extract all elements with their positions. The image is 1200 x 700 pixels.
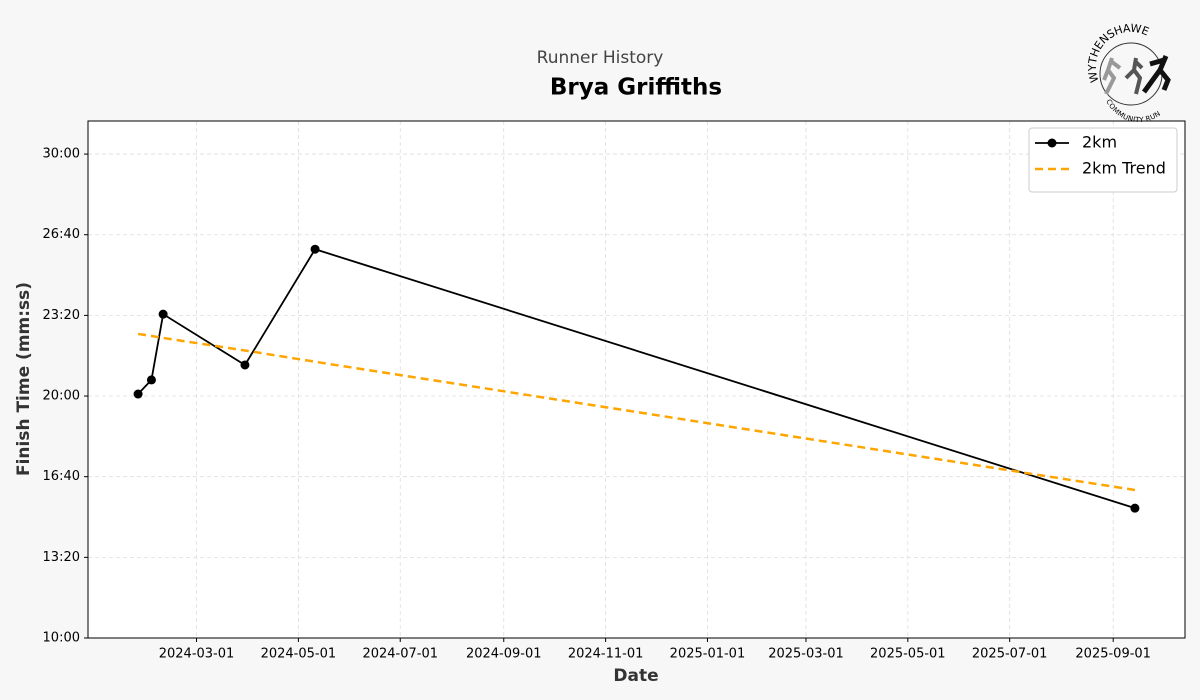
x-tick-label: 2025-07-01	[972, 647, 1048, 662]
data-point	[146, 375, 156, 385]
x-tick-label: 2024-03-01	[159, 647, 235, 662]
legend: 2km 2km Trend	[1028, 127, 1178, 193]
logo-top-text: WYTHENSHAWE	[1086, 22, 1151, 84]
y-tick-label: 13:20	[43, 550, 80, 565]
legend-box	[1028, 127, 1178, 193]
x-tick-label: 2025-03-01	[768, 647, 844, 662]
plot	[133, 244, 1140, 513]
y-tick-label: 20:00	[43, 389, 80, 404]
subtitle: Runner History	[537, 48, 664, 68]
logo: WYTHENSHAWE COMMUNITY RUN	[1086, 22, 1171, 124]
logo-top-text-path: WYTHENSHAWE	[1086, 22, 1151, 84]
x-tick-label: 2024-05-01	[261, 647, 337, 662]
x-tick-label: 2025-01-01	[670, 647, 746, 662]
y-tick-label: 23:20	[43, 308, 80, 323]
data-point	[240, 360, 250, 370]
logo-runner	[1124, 57, 1144, 95]
x-tick-label: 2024-09-01	[466, 647, 542, 662]
plot-border	[87, 120, 1186, 639]
y-tick-label: 26:40	[43, 227, 80, 242]
logo-runner	[1141, 55, 1171, 94]
logo-runner	[1102, 57, 1122, 95]
x-axis-label: Date	[613, 666, 658, 686]
plot-area	[88, 121, 1185, 638]
data-point	[1130, 503, 1140, 513]
chart-title: Brya Griffiths	[550, 75, 722, 101]
x-tick-label: 2025-09-01	[1075, 647, 1151, 662]
y-tick-label: 10:00	[43, 631, 80, 646]
x-tick-label: 2024-07-01	[362, 647, 438, 662]
y-tick-label: 30:00	[43, 147, 80, 162]
x-tick-label: 2025-05-01	[870, 647, 946, 662]
data-point	[158, 309, 168, 319]
legend-marker	[1047, 138, 1057, 148]
logo-bottom-text-path: COMMUNITY RUN	[1104, 98, 1161, 124]
data-point	[310, 244, 320, 254]
legend-label: 2km Trend	[1082, 159, 1166, 178]
legend-label: 2km	[1082, 133, 1117, 152]
data-point	[133, 389, 143, 399]
x-tick-label: 2024-11-01	[568, 647, 644, 662]
grid	[84, 121, 1185, 642]
y-tick-label: 16:40	[43, 469, 80, 484]
series-line	[137, 332, 1136, 492]
logo-bottom-text: COMMUNITY RUN	[1104, 98, 1161, 124]
y-axis-label: Finish Time (mm:ss)	[14, 282, 34, 476]
